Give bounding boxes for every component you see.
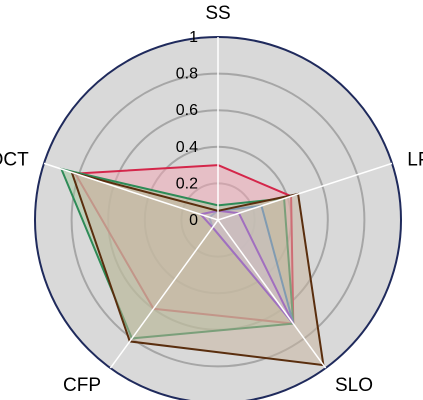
r-tick-label: 0 xyxy=(189,212,198,229)
axis-label-slo: SLO xyxy=(335,375,373,396)
r-tick-label: 0.4 xyxy=(176,139,198,156)
r-tick-label: 0.8 xyxy=(176,66,198,83)
axis-label-lp: LP xyxy=(407,150,423,171)
r-tick-label: 1 xyxy=(189,29,198,46)
series-5-polygon xyxy=(70,171,325,367)
spoke-lp xyxy=(217,162,393,221)
axis-label-cfp: CFP xyxy=(63,375,101,396)
r-tick-label: 0.2 xyxy=(176,175,198,192)
r-tick-label: 0.6 xyxy=(176,102,198,119)
spoke-oct xyxy=(43,162,219,221)
axis-label-ss: SS xyxy=(205,3,230,24)
spoke-cfp xyxy=(109,219,219,369)
axis-label-oct: OCT xyxy=(0,150,29,171)
spoke-slo xyxy=(217,219,327,369)
